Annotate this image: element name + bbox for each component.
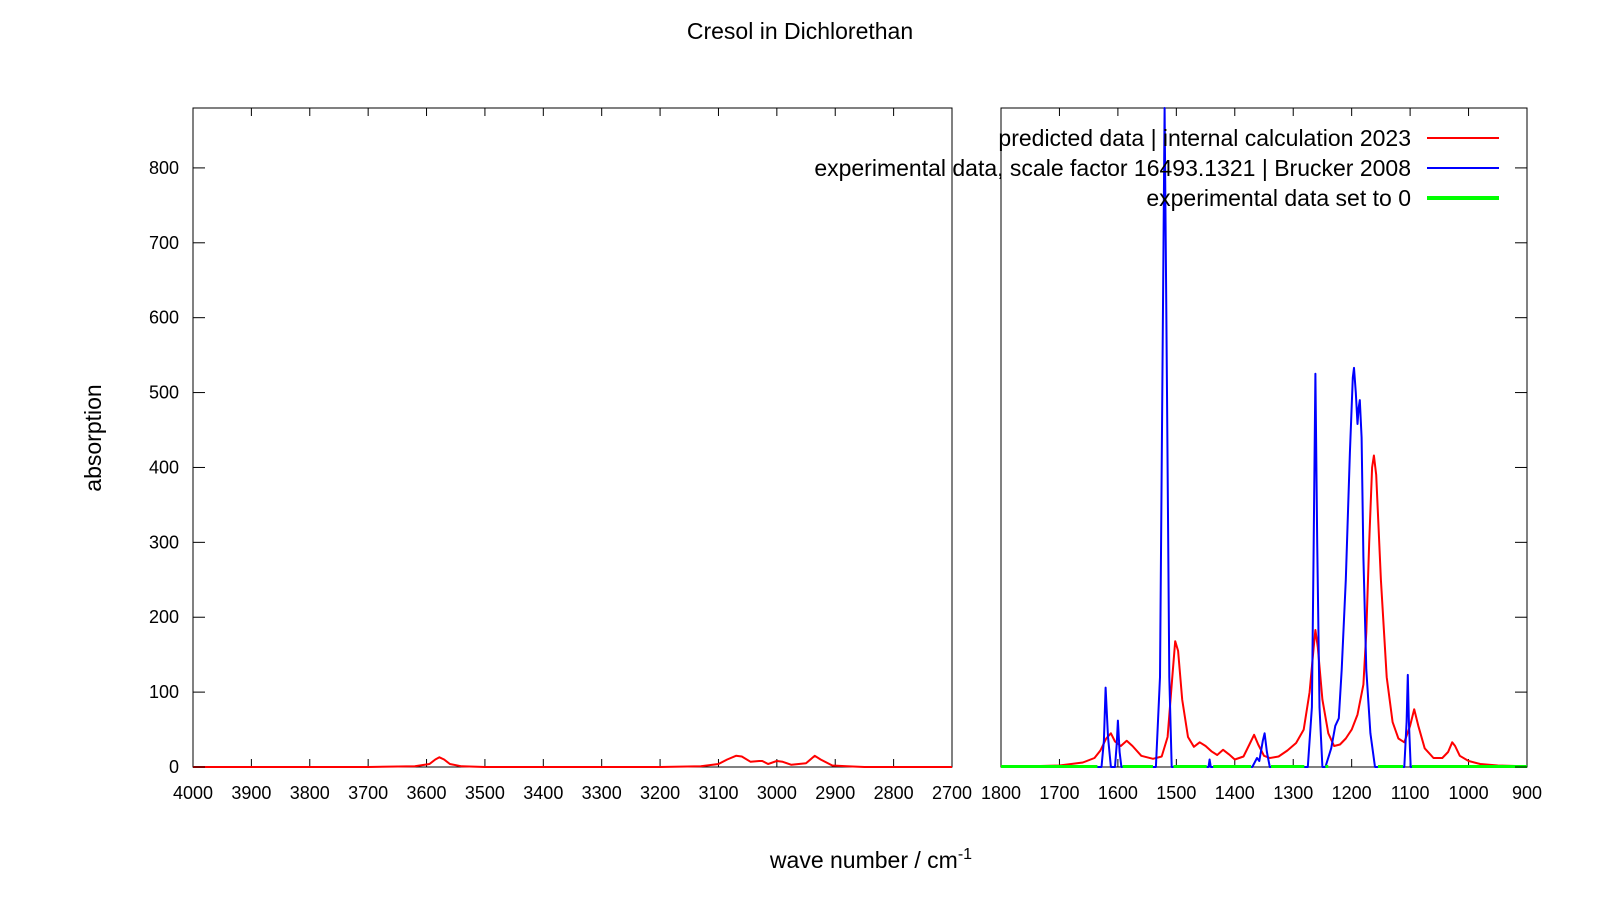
plot-panel-high-wavenumber: 4000 3900 3800 3700 3600 3500 3400 3300 3200 3100… [173,107,972,803]
y-tick-label: 400 [149,457,179,477]
x-tick-label: 2800 [874,783,914,803]
x-tick-label: 1700 [1039,783,1079,803]
x-axis-label-text: wave number / cm [769,847,958,873]
plot-panel-fingerprint: 1800 1700 1600 1500 1400 1300 1200 1100 1000 900 [981,107,1542,803]
x-tick-label: 3000 [757,783,797,803]
y-tick-label: 700 [149,233,179,253]
x-tick-label: 1200 [1332,783,1372,803]
x-tick-label: 4000 [173,783,213,803]
x-tick-label: 3500 [465,783,505,803]
x-tick-label: 900 [1512,783,1542,803]
y-tick-label: 600 [149,308,179,328]
x-tick-label: 2700 [932,783,972,803]
x-tick-label: 3700 [348,783,388,803]
y-axis-label: absorption [80,384,106,491]
x-tick-label: 1100 [1391,783,1430,803]
x-tick-label: 3600 [407,783,447,803]
plot-frame [192,107,953,768]
experimental-series-line [1088,107,1498,768]
series-group [193,754,952,768]
y-tick-label: 500 [149,383,179,403]
x-tick-label: 3200 [640,783,680,803]
x-axis-label: wave number / cm-1 [769,846,972,873]
x-tick-label: 2900 [815,783,855,803]
x-tick-label: 1300 [1273,783,1313,803]
series-group [1001,107,1527,768]
x-tick-label: 3300 [582,783,622,803]
y-axis-ticks: 0 100 200 300 400 500 600 700 800 [149,158,1527,777]
predicted-series-line [193,754,952,768]
y-tick-label: 800 [149,158,179,178]
x-tick-label: 3400 [523,783,563,803]
x-tick-label: 1600 [1098,783,1138,803]
chart-title: Cresol in Dichlorethan [687,18,913,44]
predicted-series-line [1001,454,1527,768]
x-tick-label: 1400 [1215,783,1255,803]
x-tick-label: 1500 [1156,783,1196,803]
x-axis-label-exponent: -1 [958,846,972,863]
x-tick-label: 3100 [698,783,738,803]
x-tick-label: 1000 [1449,783,1489,803]
x-tick-label: 3900 [231,783,271,803]
legend-label: experimental data, scale factor 16493.13… [814,155,1411,181]
x-tick-label: 3800 [290,783,330,803]
y-tick-label: 200 [149,607,179,627]
y-tick-label: 100 [149,682,179,702]
plot-frame [1000,107,1528,768]
legend-label: experimental data set to 0 [1146,185,1411,211]
y-tick-label: 300 [149,532,179,552]
y-tick-label: 0 [169,757,179,777]
legend-label: predicted data | internal calculation 20… [998,125,1411,151]
legend: predicted data | internal calculation 20… [814,125,1499,211]
x-tick-label: 1800 [981,783,1021,803]
